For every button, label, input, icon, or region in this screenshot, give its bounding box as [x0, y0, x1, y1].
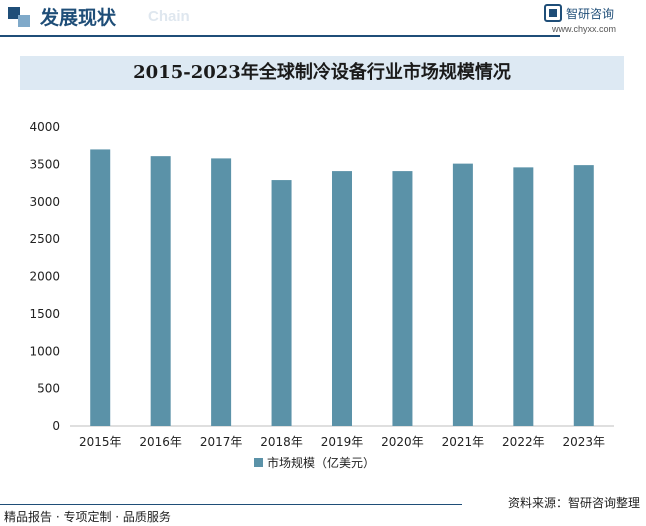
brand[interactable]: 智研咨询 www.chyxx.com	[544, 4, 636, 34]
bar[interactable]	[271, 180, 292, 426]
y-tick-label: 4000	[29, 120, 60, 134]
bar[interactable]	[392, 171, 413, 426]
bar[interactable]	[150, 156, 171, 426]
bar[interactable]	[90, 149, 111, 427]
footer-slogan: 精品报告 · 专项定制 · 品质服务	[4, 510, 171, 524]
data-source: 资料来源：智研咨询整理	[507, 496, 640, 510]
bar[interactable]	[573, 165, 594, 426]
bar[interactable]	[513, 167, 534, 427]
chart-title: 2015-2023年全球制冷设备行业市场规模情况	[133, 62, 511, 83]
bar[interactable]	[211, 158, 232, 426]
x-tick-label: 2021年	[442, 435, 485, 449]
brand-name: 智研咨询	[566, 7, 615, 21]
bar[interactable]	[452, 163, 473, 426]
x-tick-label: 2015年	[79, 435, 122, 449]
x-tick-label: 2018年	[260, 435, 303, 449]
y-tick-label: 2500	[29, 232, 60, 246]
bar[interactable]	[332, 171, 352, 426]
brand-logo-icon	[544, 4, 562, 22]
x-tick-label: 2022年	[502, 435, 545, 449]
y-tick-label: 1000	[29, 344, 60, 358]
x-tick-label: 2017年	[200, 435, 243, 449]
y-tick-label: 3000	[29, 195, 60, 209]
bar-chart: 0 500 1000 1500 2000 2500 3000 3500 4000 2015年 201…	[29, 120, 614, 470]
y-tick-label: 3500	[29, 157, 60, 171]
x-tick-label: 2016年	[139, 435, 182, 449]
legend-label: 市场规模（亿美元）	[267, 455, 375, 470]
footer-divider	[0, 504, 462, 505]
legend-swatch	[254, 458, 263, 467]
chart-title-band: 2015-2023年全球制冷设备行业市场规模情况	[20, 56, 624, 90]
y-tick-label: 2000	[29, 270, 60, 284]
header: 发展现状 Chain 智研咨询 www.chyxx.com	[0, 0, 646, 37]
y-tick-label: 0	[52, 419, 60, 433]
y-tick-label: 1500	[29, 307, 60, 321]
x-tick-label: 2019年	[321, 435, 364, 449]
brand-url[interactable]: www.chyxx.com	[552, 24, 617, 34]
section-title: 发展现状	[40, 7, 117, 29]
x-tick-label: 2023年	[563, 435, 606, 449]
section-subtitle: Chain	[148, 8, 190, 25]
x-tick-label: 2020年	[381, 435, 424, 449]
y-tick-label: 500	[37, 382, 60, 396]
header-divider	[0, 35, 560, 37]
chart-logo-icon	[8, 7, 30, 27]
